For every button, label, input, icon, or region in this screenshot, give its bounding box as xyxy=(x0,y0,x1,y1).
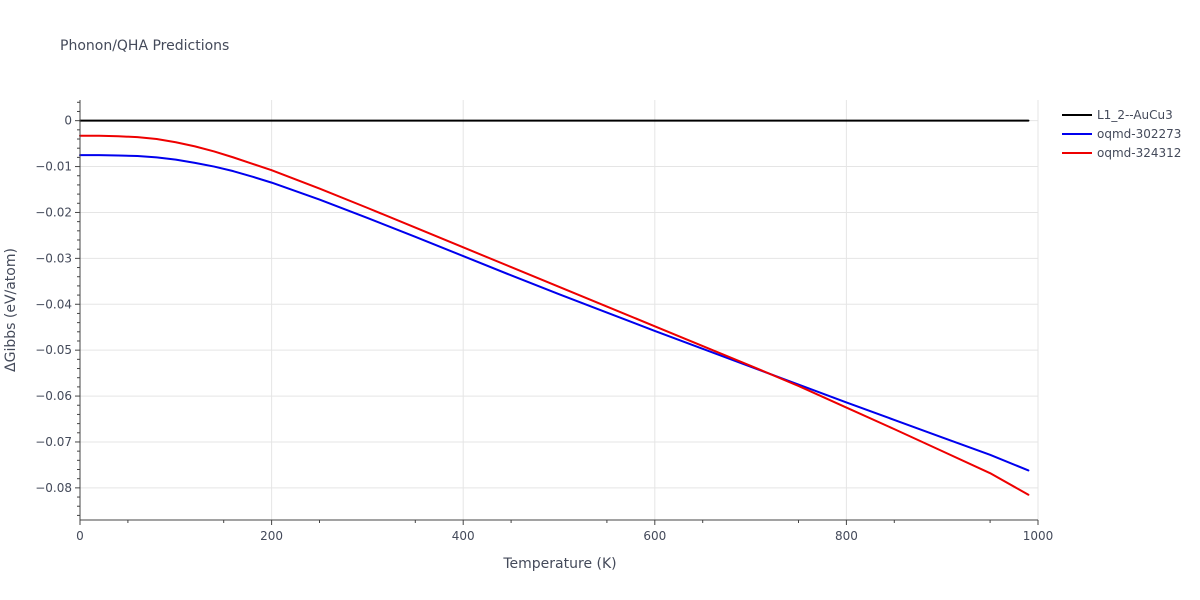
legend-label: oqmd-302273 xyxy=(1097,127,1181,141)
y-tick-label: −0.01 xyxy=(35,160,72,174)
legend-item-oqmd-324312[interactable]: oqmd-324312 xyxy=(1062,146,1181,160)
y-tick-label: −0.08 xyxy=(35,481,72,495)
x-tick-label: 0 xyxy=(76,529,84,543)
legend: L1_2--AuCu3 oqmd-302273 oqmd-324312 xyxy=(1062,108,1181,160)
x-tick-label: 400 xyxy=(452,529,475,543)
series-line-oqmd-324312 xyxy=(79,134,1030,496)
x-tick-label: 600 xyxy=(643,529,666,543)
series-layer xyxy=(79,119,1030,496)
axes-layer: 0 200 400 600 800 1000 0 −0.01 −0.02 −0.03 −0.04 −0… xyxy=(35,100,1053,543)
series-line-oqmd-302273 xyxy=(79,154,1030,472)
x-tick-label: 1000 xyxy=(1023,529,1054,543)
x-tick-label: 200 xyxy=(260,529,283,543)
y-tick-label: −0.07 xyxy=(35,435,72,449)
x-tick-label: 800 xyxy=(835,529,858,543)
chart-title: Phonon/QHA Predictions xyxy=(60,38,229,54)
y-tick-label: −0.02 xyxy=(35,205,72,219)
grid-layer xyxy=(80,100,1039,520)
legend-label: oqmd-324312 xyxy=(1097,146,1181,160)
y-tick-label: 0 xyxy=(64,114,72,128)
legend-item-l1-2-aucu3[interactable]: L1_2--AuCu3 xyxy=(1062,108,1173,122)
legend-item-oqmd-302273[interactable]: oqmd-302273 xyxy=(1062,127,1181,141)
y-tick-label: −0.03 xyxy=(35,251,72,265)
y-tick-label: −0.06 xyxy=(35,389,72,403)
y-axis-label: ΔGibbs (eV/atom) xyxy=(3,248,19,372)
legend-label: L1_2--AuCu3 xyxy=(1097,108,1173,122)
y-tick-label: −0.05 xyxy=(35,343,72,357)
y-tick-label: −0.04 xyxy=(35,297,72,311)
x-axis-label: Temperature (K) xyxy=(502,556,616,572)
